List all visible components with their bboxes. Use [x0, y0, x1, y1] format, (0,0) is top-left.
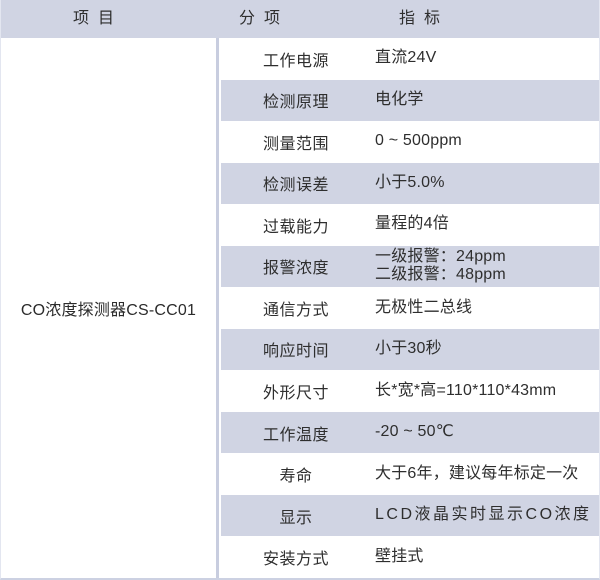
- header-item: 项目: [72, 10, 124, 27]
- table-row: 通信方式 无极性二总线: [221, 287, 599, 329]
- table-row: 响应时间 小于30秒: [221, 328, 599, 371]
- spec-value: 0 ~ 500ppm: [375, 132, 462, 150]
- spec-label: 显示: [279, 509, 313, 527]
- spec-value: 电化学: [375, 90, 424, 108]
- spec-label: 寿命: [279, 468, 313, 486]
- table-row: 显示 LCD液晶实时显示CO浓度: [221, 494, 599, 537]
- table-row: 过载能力 量程的4倍: [221, 204, 599, 246]
- table-row: 寿命 大于6年，建议每年标定一次: [221, 453, 599, 495]
- table-row: 报警浓度 一级报警：24ppm 二级报警：48ppm: [221, 245, 599, 288]
- table-row: 工作温度 -20 ~ 50℃: [221, 411, 599, 454]
- spec-value: 小于30秒: [375, 340, 442, 358]
- spec-label: 检测误差: [262, 177, 329, 195]
- spec-label: 报警浓度: [262, 260, 329, 278]
- spec-label: 响应时间: [262, 343, 329, 361]
- spec-label: 通信方式: [262, 301, 329, 319]
- spec-label: 检测原理: [262, 94, 329, 112]
- spec-value: 长*宽*高=110*110*43mm: [375, 381, 557, 399]
- table-row: 安装方式 壁挂式: [221, 536, 599, 578]
- table-row: 工作电源 直流24V: [221, 38, 599, 80]
- spec-label: 安装方式: [262, 551, 329, 569]
- spec-label: 工作电源: [262, 52, 329, 70]
- product-name: CO浓度探测器CS-CC01: [20, 302, 197, 319]
- spec-value: 小于5.0%: [375, 173, 445, 191]
- spec-value: 壁挂式: [375, 547, 424, 565]
- header-sub-item: 分项: [238, 10, 290, 27]
- table-row: 检测误差 小于5.0%: [221, 162, 599, 205]
- spec-value: LCD液晶实时显示CO浓度: [375, 506, 592, 524]
- spec-label: 过载能力: [262, 218, 329, 236]
- spec-value: 大于6年，建议每年标定一次: [375, 464, 579, 482]
- spec-value: 无极性二总线: [375, 298, 473, 316]
- product-column: CO浓度探测器CS-CC01: [1, 38, 219, 578]
- spec-value: 一级报警：24ppm 二级报警：48ppm: [375, 247, 506, 284]
- table-body: CO浓度探测器CS-CC01 工作电源 直流24V 检测原理 电化学测量范围 0 ~ 5…: [1, 38, 599, 578]
- table-row: 测量范围 0 ~ 500ppm: [221, 121, 599, 163]
- header-spec: 指标: [398, 10, 450, 27]
- spec-value: 量程的4倍: [375, 215, 449, 233]
- spec-value: 直流24V: [375, 49, 437, 67]
- spec-label: 外形尺寸: [262, 385, 329, 403]
- spec-label: 工作温度: [262, 426, 329, 444]
- table-header: 项目 分项 指标: [1, 0, 599, 38]
- table-row: 外形尺寸 长*宽*高=110*110*43mm: [221, 370, 599, 412]
- spec-label: 测量范围: [262, 135, 329, 153]
- table-row: 检测原理 电化学: [221, 79, 599, 122]
- spec-rows: 工作电源 直流24V 检测原理 电化学测量范围 0 ~ 500ppm 检测误差 小于5.0%…: [221, 38, 599, 578]
- spec-value: -20 ~ 50℃: [375, 423, 454, 441]
